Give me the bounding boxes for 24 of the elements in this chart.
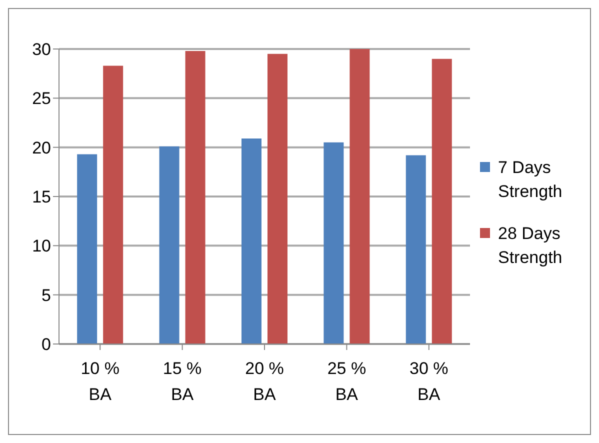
bar [324, 142, 344, 344]
bar [185, 50, 206, 344]
bar [267, 54, 288, 344]
bar [159, 146, 180, 344]
legend-label: 7 Days Strength [498, 156, 564, 202]
x-tick-label: 10 % BA [80, 359, 120, 404]
bar [350, 49, 370, 344]
x-tick-label: 30 % BA [410, 359, 448, 404]
bar [103, 66, 124, 344]
y-tick-label: 10 [32, 236, 51, 256]
y-tick-label: 25 [32, 89, 51, 108]
bar [406, 155, 426, 344]
y-tick-label: 30 [32, 40, 51, 60]
bar [241, 138, 262, 344]
bar [432, 58, 452, 344]
y-tick-label: 15 [32, 188, 51, 207]
x-tick-label: 15 % BA [162, 359, 202, 404]
y-tick-label: 5 [42, 286, 51, 305]
x-tick-label: 20 % BA [245, 359, 284, 404]
y-tick-label: 0 [42, 335, 51, 354]
bar [77, 154, 98, 344]
legend-label: 28 Days Strength [498, 222, 564, 268]
x-tick-label: 25 % BA [327, 359, 366, 404]
y-tick-label: 20 [32, 138, 51, 158]
